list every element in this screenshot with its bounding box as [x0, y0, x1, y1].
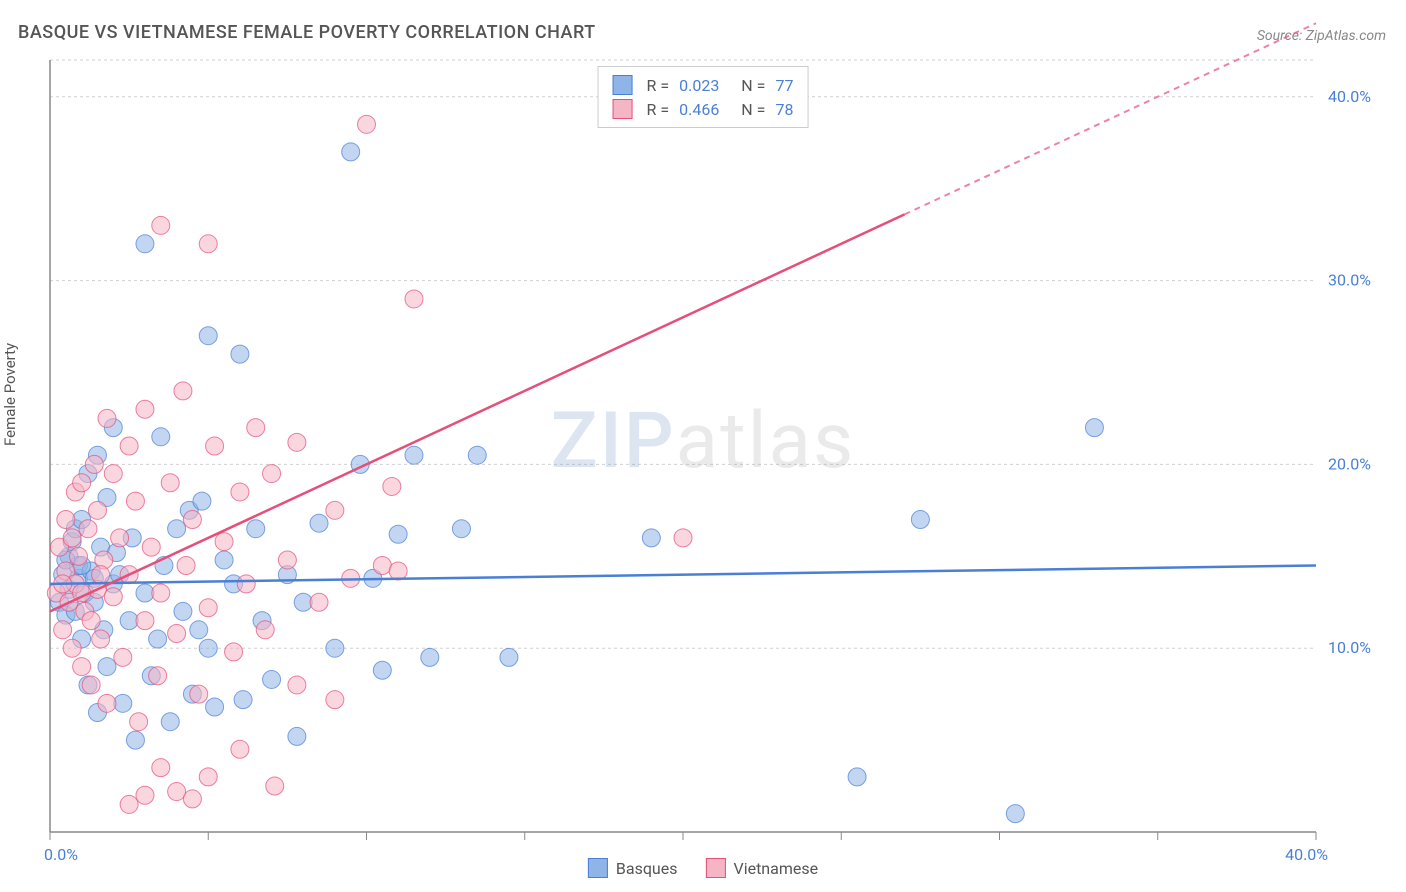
y-axis-label: Female Poverty — [1, 343, 19, 446]
legend-row-basques: R = 0.023 N = 77 — [613, 73, 794, 97]
n-label: N = — [733, 76, 765, 95]
swatch-vietnamese-x — [706, 858, 726, 878]
xlegend-basques-label: Basques — [616, 859, 678, 878]
n-label: N = — [733, 100, 765, 119]
chart-title: BASQUE VS VIETNAMESE FEMALE POVERTY CORR… — [18, 22, 596, 43]
xlegend-basques: Basques — [588, 858, 678, 878]
svg-text:20.0%: 20.0% — [1328, 454, 1371, 473]
svg-text:30.0%: 30.0% — [1328, 271, 1371, 290]
r-label: R = — [647, 76, 670, 95]
xlegend-vietnamese: Vietnamese — [706, 858, 819, 878]
swatch-vietnamese — [613, 99, 633, 119]
xlegend-vietnamese-label: Vietnamese — [734, 859, 819, 878]
r-value-basques: 0.023 — [679, 76, 719, 95]
n-value-vietnamese: 78 — [775, 100, 793, 119]
svg-text:40.0%: 40.0% — [1328, 87, 1371, 106]
swatch-basques — [613, 75, 633, 95]
x-axis-legend: Basques Vietnamese — [588, 858, 818, 878]
svg-text:10.0%: 10.0% — [1328, 638, 1371, 657]
scatter-chart: 10.0%20.0%30.0%40.0%0.0%40.0% — [50, 60, 1316, 832]
r-label: R = — [647, 100, 670, 119]
n-value-basques: 77 — [775, 76, 793, 95]
svg-text:40.0%: 40.0% — [1285, 845, 1328, 864]
swatch-basques-x — [588, 858, 608, 878]
svg-text:0.0%: 0.0% — [44, 845, 78, 864]
plot-area: 10.0%20.0%30.0%40.0%0.0%40.0% — [50, 60, 1316, 832]
correlation-legend: R = 0.023 N = 77 R = 0.466 N = 78 — [598, 66, 809, 128]
r-value-vietnamese: 0.466 — [679, 100, 719, 119]
legend-row-vietnamese: R = 0.466 N = 78 — [613, 97, 794, 121]
